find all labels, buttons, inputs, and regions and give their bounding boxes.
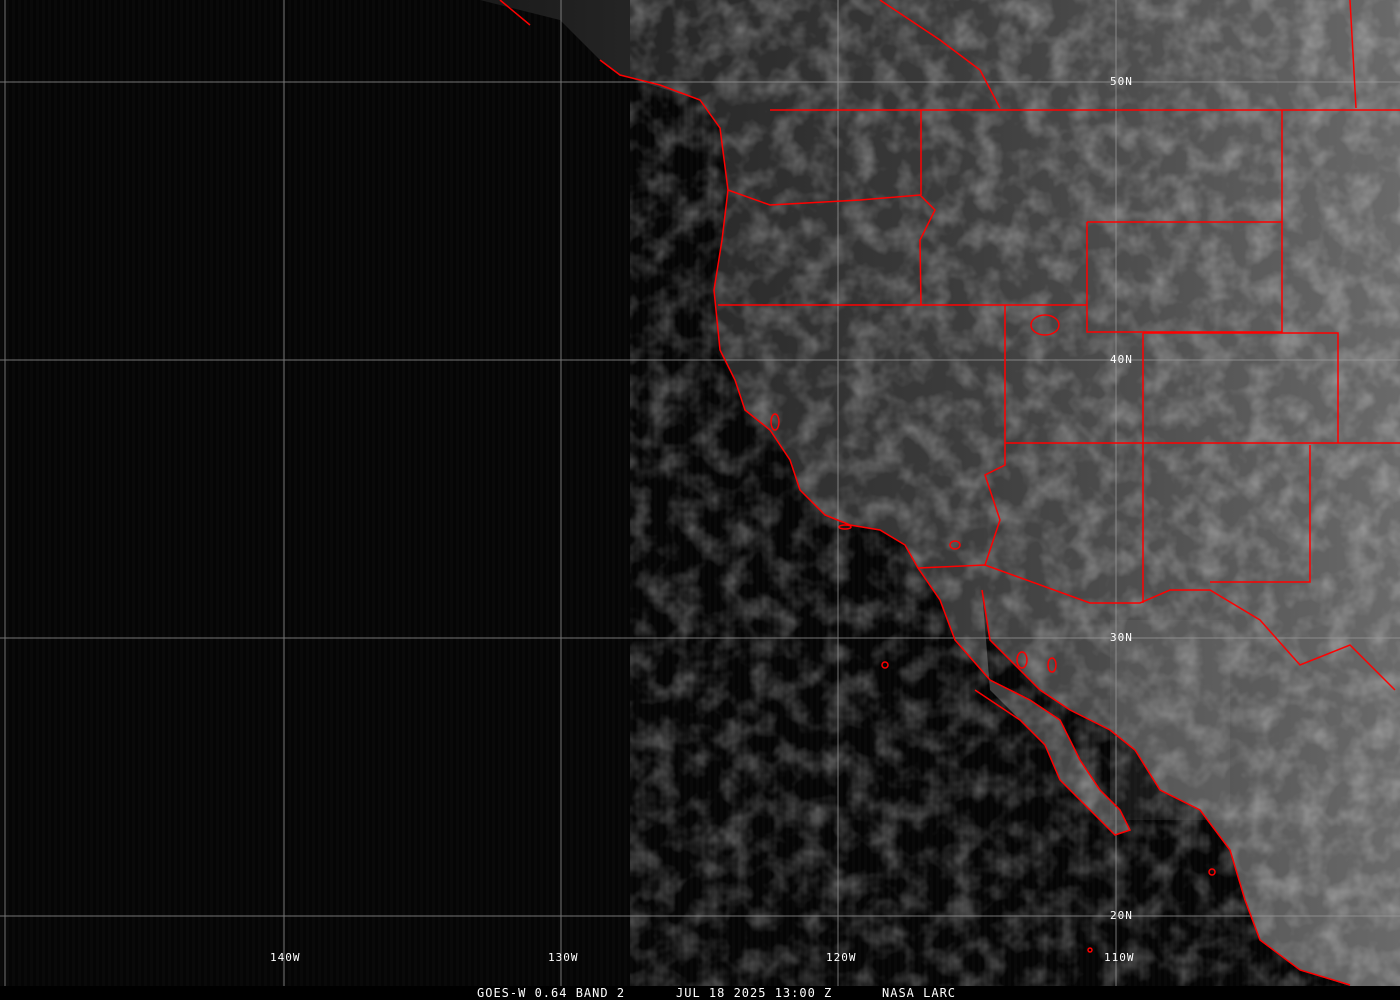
wa-or-border [727,189,936,306]
band-label: GOES-W 0.64 BAND 2 [477,986,626,1000]
cloud-cover [700,0,1400,986]
wyoming-border [1086,221,1283,333]
mexico-border [917,564,1396,691]
nevada-border [984,305,1006,566]
timestamp: JUL 18 2025 13:00 Z [676,986,833,1000]
cloud-band [1110,620,1230,820]
image-caption-bar: GOES-W 0.64 BAND 2 JUL 18 2025 13:00 Z N… [0,986,1400,1000]
great-salt-lake [1030,314,1060,336]
lat-label-30n: 30N [1110,631,1133,644]
bc-coast [499,0,531,26]
lon-label-140w: 140W [270,951,301,964]
political-boundaries [499,0,1400,986]
lat-label-50n: 50N [1110,75,1133,88]
gulf-coastline [981,589,1351,986]
colorado-border [1143,332,1339,443]
lon-label-120w: 120W [826,951,857,964]
lon-label-110w: 110W [1104,951,1135,964]
lat-label-20n: 20N [1110,909,1133,922]
pacific-coastline [599,59,1132,836]
lat-label-40n: 40N [1110,353,1133,366]
lon-label-130w: 130W [548,951,579,964]
credit: NASA LARC [882,986,957,1000]
new-mexico-border [1210,445,1311,583]
